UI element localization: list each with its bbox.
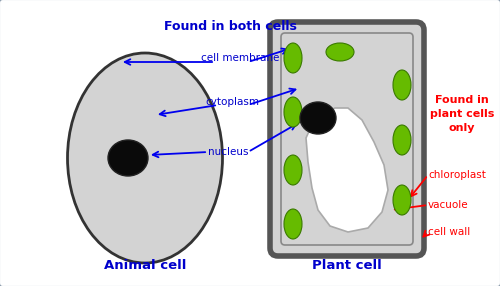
Ellipse shape	[326, 43, 354, 61]
Text: Plant cell: Plant cell	[312, 259, 382, 272]
Polygon shape	[306, 108, 388, 232]
Ellipse shape	[300, 102, 336, 134]
Ellipse shape	[284, 43, 302, 73]
Ellipse shape	[108, 140, 148, 176]
Ellipse shape	[284, 155, 302, 185]
Ellipse shape	[393, 185, 411, 215]
Ellipse shape	[284, 97, 302, 127]
Text: cytoplasm: cytoplasm	[205, 97, 259, 107]
Ellipse shape	[393, 125, 411, 155]
Text: vacuole: vacuole	[428, 200, 469, 210]
FancyBboxPatch shape	[270, 22, 424, 256]
Ellipse shape	[393, 70, 411, 100]
Ellipse shape	[68, 53, 222, 263]
Ellipse shape	[284, 209, 302, 239]
Text: Found in
plant cells
only: Found in plant cells only	[430, 95, 494, 133]
Text: cell wall: cell wall	[428, 227, 470, 237]
FancyBboxPatch shape	[281, 33, 413, 245]
Text: nucleus: nucleus	[208, 147, 248, 157]
Text: Animal cell: Animal cell	[104, 259, 186, 272]
Text: cell membrane: cell membrane	[201, 53, 279, 63]
Text: Found in both cells: Found in both cells	[164, 20, 296, 33]
Text: chloroplast: chloroplast	[428, 170, 486, 180]
